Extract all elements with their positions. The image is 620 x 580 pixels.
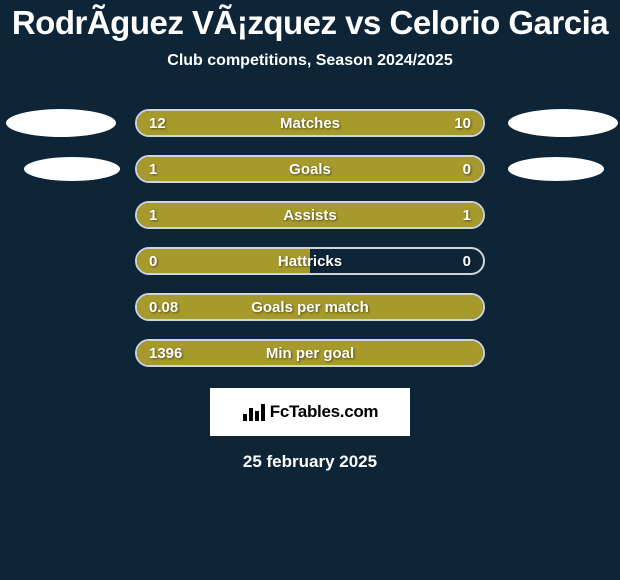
player-right-oval — [508, 157, 604, 181]
stat-row: 1 Assists 1 — [0, 192, 620, 238]
stat-value-left: 1 — [149, 207, 157, 224]
stat-bar: 1 Goals 0 — [135, 155, 485, 183]
stat-value-right: 1 — [463, 207, 471, 224]
date-label: 25 february 2025 — [0, 452, 620, 472]
stats-area: 12Matches101Goals01Assists10Hattricks00.… — [0, 100, 620, 376]
stat-bar: 1 Assists 1 — [135, 201, 485, 229]
stat-bar: 1396 Min per goal — [135, 339, 485, 367]
player-left-oval — [24, 157, 120, 181]
logo-box[interactable]: FcTables.com — [210, 388, 410, 436]
stat-label: Assists — [283, 207, 336, 224]
bar-fill-left — [137, 157, 397, 181]
stat-bar: 12 Matches 10 — [135, 109, 485, 137]
stat-value-left: 12 — [149, 115, 166, 132]
stat-value-left: 0 — [149, 253, 157, 270]
stat-label: Min per goal — [266, 345, 354, 362]
stat-bar: 0.08 Goals per match — [135, 293, 485, 321]
page-title: RodrÃ­guez VÃ¡zquez vs Celorio Garcia — [0, 4, 620, 42]
stat-label: Matches — [280, 115, 340, 132]
stat-label: Hattricks — [278, 253, 342, 270]
stat-value-right: 0 — [463, 253, 471, 270]
stat-row: 1 Goals 0 — [0, 146, 620, 192]
player-right-oval — [508, 109, 618, 137]
stat-value-left: 1396 — [149, 345, 182, 362]
stat-row: 0 Hattricks 0 — [0, 238, 620, 284]
stat-row: 0.08 Goals per match — [0, 284, 620, 330]
stat-value-right: 0 — [463, 161, 471, 178]
stat-row: 12 Matches 10 — [0, 100, 620, 146]
stat-value-right: 10 — [454, 115, 471, 132]
stat-label: Goals — [289, 161, 331, 178]
stat-value-left: 1 — [149, 161, 157, 178]
stat-label: Goals per match — [251, 299, 369, 316]
subtitle: Club competitions, Season 2024/2025 — [0, 52, 620, 70]
stat-row: 1396 Min per goal — [0, 330, 620, 376]
logo-text: FcTables.com — [270, 402, 379, 422]
player-left-oval — [6, 109, 116, 137]
stat-bar: 0 Hattricks 0 — [135, 247, 485, 275]
bar-chart-icon — [242, 402, 266, 422]
stat-value-left: 0.08 — [149, 299, 178, 316]
